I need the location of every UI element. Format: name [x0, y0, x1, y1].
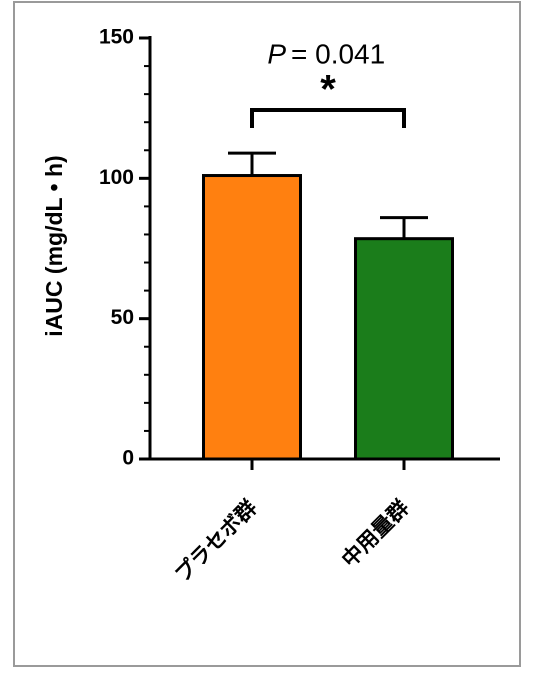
y-tick-label: 150 [99, 26, 134, 49]
annotation-value: = 0.041 [291, 38, 385, 69]
y-tick-label: 0 [122, 447, 134, 470]
y-tick-label: 50 [111, 306, 134, 329]
y-tick-label: 100 [99, 166, 134, 189]
significance-bracket [250, 108, 406, 128]
y-axis-label: iAUC (mg/dL • h) [41, 155, 67, 336]
annotation-p: P [267, 38, 286, 69]
bar [202, 174, 302, 461]
significance-star: * [320, 68, 336, 112]
bar [354, 237, 454, 461]
